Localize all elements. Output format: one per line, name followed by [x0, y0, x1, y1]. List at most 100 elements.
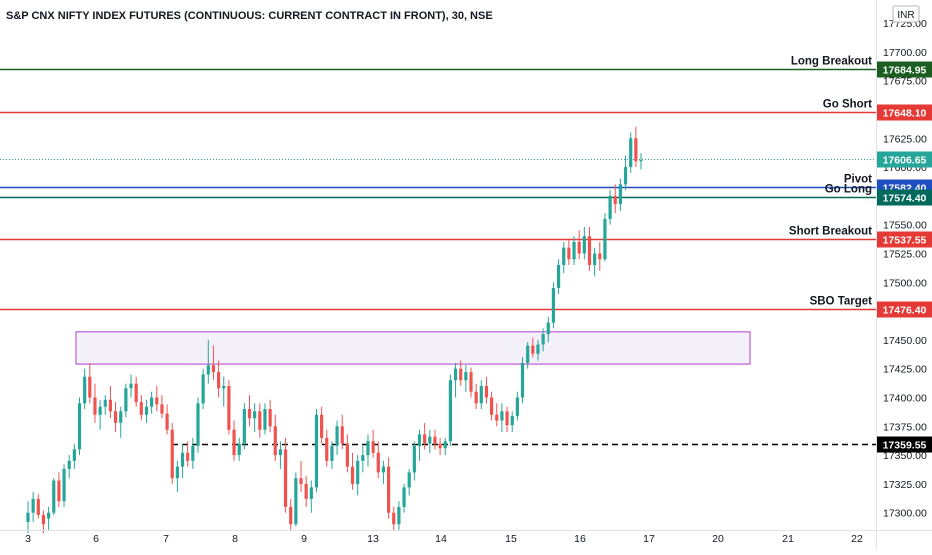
candle	[155, 385, 159, 412]
candle	[546, 316, 550, 343]
price-tick-label: 17700.00	[883, 47, 927, 59]
price-tick-label: 17675.00	[883, 76, 927, 88]
candle	[47, 506, 51, 530]
price-tick-label: 17625.00	[883, 133, 927, 145]
time-tick-label: 17	[643, 533, 655, 545]
candle	[258, 403, 262, 438]
candle	[428, 429, 432, 453]
price-tick-label: 17525.00	[883, 248, 927, 260]
candle	[232, 420, 236, 461]
candle	[541, 328, 545, 352]
candle	[593, 247, 597, 277]
level-lines	[0, 68, 876, 446]
candle	[314, 409, 319, 492]
candle	[623, 155, 628, 191]
price-tick-label: 17400.00	[883, 393, 927, 405]
price-tick-label: 17300.00	[883, 508, 927, 520]
candle	[639, 153, 643, 170]
candle	[500, 403, 504, 433]
level-label: Long Breakout	[791, 56, 872, 68]
time-tick-label: 7	[163, 533, 169, 545]
candle	[495, 403, 499, 427]
candle	[381, 460, 386, 484]
svg-text:17684.95: 17684.95	[883, 65, 927, 77]
candle	[407, 468, 411, 496]
candle	[253, 403, 257, 433]
candle	[124, 383, 128, 418]
price-tick-label: 17325.00	[883, 479, 927, 491]
time-tick-label: 22	[851, 533, 863, 545]
price-tick-label: 17550.00	[883, 220, 927, 232]
candle	[170, 422, 174, 484]
svg-text:17537.55: 17537.55	[883, 235, 927, 247]
candle	[582, 226, 586, 260]
candle	[484, 376, 489, 404]
svg-text:17574.40: 17574.40	[883, 193, 927, 205]
candle	[598, 241, 602, 271]
price-tag: 17574.40	[877, 189, 932, 206]
candle	[438, 437, 442, 456]
candle	[608, 190, 612, 225]
price-tag: 17537.55	[877, 231, 932, 248]
candle	[479, 380, 483, 410]
level-label: Pivot	[844, 174, 872, 186]
candle	[83, 368, 87, 410]
candle	[186, 441, 190, 467]
candle	[325, 429, 329, 467]
candle	[129, 374, 133, 398]
candle	[237, 437, 241, 461]
candle	[139, 395, 143, 421]
time-tick-label: 15	[505, 533, 517, 545]
candle	[366, 434, 370, 467]
price-tick-label: 17500.00	[883, 277, 927, 289]
svg-text:17476.40: 17476.40	[883, 305, 927, 317]
candle	[490, 391, 494, 421]
candle	[356, 455, 360, 496]
time-tick-label: 20	[712, 533, 724, 545]
candle	[572, 236, 576, 265]
candle	[469, 367, 473, 398]
candle	[36, 494, 40, 519]
time-tick-label: 21	[782, 533, 794, 545]
candle	[57, 472, 61, 507]
time-tick-label: 13	[367, 533, 379, 545]
time-tick-label: 9	[301, 533, 307, 545]
candle	[531, 337, 535, 358]
candle	[345, 434, 349, 473]
candle	[459, 360, 463, 386]
currency-button[interactable]: INR	[892, 5, 920, 23]
zone-layer	[75, 331, 751, 365]
candle	[26, 501, 30, 534]
svg-text:17359.55: 17359.55	[883, 440, 927, 452]
candle	[134, 376, 138, 407]
candle	[222, 376, 226, 407]
level-label: Short Breakout	[789, 226, 872, 238]
candle	[206, 339, 210, 384]
svg-text:17606.65: 17606.65	[883, 155, 927, 167]
candle	[567, 238, 571, 265]
candle	[263, 403, 267, 435]
candle	[629, 132, 633, 173]
time-axis[interactable]: 3 6 7 8 9 13 14 15 16 17 20 21 22	[25, 533, 863, 545]
time-tick-label: 3	[25, 533, 31, 545]
price-tick-label: 17350.00	[883, 450, 927, 462]
candle	[536, 339, 540, 361]
candle	[227, 380, 231, 435]
candle	[93, 383, 97, 423]
candle	[211, 345, 216, 381]
svg-text:17648.10: 17648.10	[883, 108, 927, 120]
candle	[88, 362, 92, 404]
price-tag: 17684.95	[877, 61, 932, 78]
candle	[31, 491, 35, 522]
candle	[510, 411, 514, 433]
candle	[577, 230, 581, 260]
candle	[397, 501, 401, 530]
candle	[417, 429, 422, 461]
candle	[350, 452, 355, 490]
price-tag: 17359.55	[877, 436, 932, 453]
candle	[474, 383, 478, 410]
level-label: Go Long	[825, 184, 872, 196]
level-label: Go Short	[823, 99, 872, 111]
